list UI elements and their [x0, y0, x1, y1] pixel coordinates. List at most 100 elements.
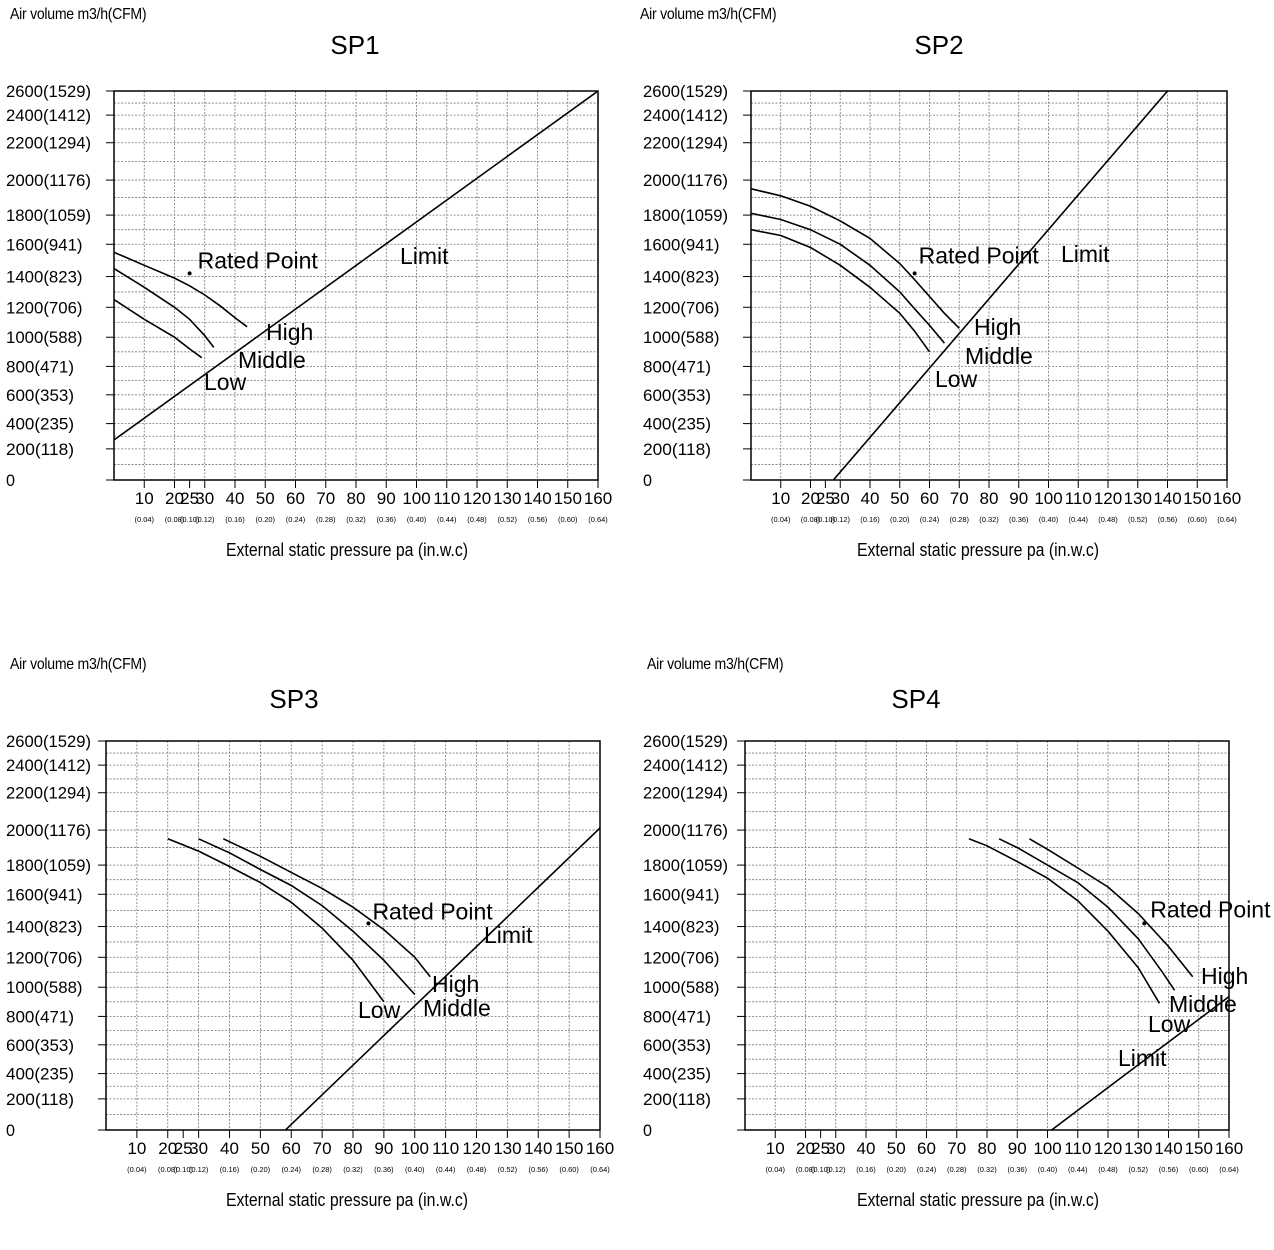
x-tick-label: 140 — [524, 1139, 552, 1158]
y-tick-label: 400(235) — [643, 1065, 711, 1084]
y-tick-label: 1000(588) — [643, 328, 720, 347]
x-tick-label: 100 — [1033, 1139, 1061, 1158]
y-tick-label: 1400(823) — [6, 918, 83, 937]
series-line-limit — [825, 91, 1167, 489]
x-tick-label: 30 — [195, 489, 214, 508]
x-tick-label: 110 — [1065, 489, 1092, 508]
y-tick-label: 1400(823) — [643, 918, 720, 937]
x-tick-label: 90 — [1009, 489, 1028, 508]
y-tick-label: 1000(588) — [6, 978, 83, 997]
y-tick-label: 2600(1529) — [643, 732, 728, 751]
y-tick-label: 2600(1529) — [643, 82, 728, 101]
x-tick-label-inwc: (0.36) — [374, 1165, 394, 1174]
y-tick-label: 1600(941) — [643, 885, 720, 904]
x-tick-label: 150 — [1183, 489, 1211, 508]
x-tick-label-inwc: (0.32) — [977, 1165, 997, 1174]
x-tick-label: 150 — [1185, 1139, 1213, 1158]
y-tick-label: 600(353) — [643, 386, 711, 405]
y-tick-label: 0 — [643, 1121, 652, 1140]
x-tick-label: 160 — [586, 1139, 614, 1158]
x-tick-label: 40 — [226, 489, 245, 508]
y-tick-label: 1600(941) — [6, 235, 83, 254]
y-tick-label: 2200(1294) — [643, 134, 728, 153]
y-tick-label: 800(471) — [643, 1007, 711, 1026]
x-tick-label-inwc: (0.52) — [1128, 1165, 1148, 1174]
x-tick-label-inwc: (0.16) — [856, 1165, 876, 1174]
x-tick-label: 140 — [523, 489, 551, 508]
x-tick-label: 30 — [189, 1139, 208, 1158]
x-tick-label-inwc: (0.40) — [1039, 515, 1059, 524]
x-tick-label-inwc: (0.28) — [312, 1165, 332, 1174]
rated-point-label: Rated Point — [372, 898, 493, 924]
x-tick-label-inwc: (0.12) — [830, 515, 850, 524]
y-tick-label: 2600(1529) — [6, 732, 91, 751]
x-tick-label-inwc: (0.04) — [127, 1165, 147, 1174]
annotation-middle: Middle — [423, 995, 491, 1021]
y-tick-label: 2400(1412) — [643, 106, 728, 125]
x-tick-label: 100 — [401, 1139, 429, 1158]
x-tick-label: 70 — [316, 489, 335, 508]
y-tick-label: 2400(1412) — [6, 106, 91, 125]
x-tick-label-inwc: (0.28) — [316, 515, 336, 524]
x-tick-label: 80 — [344, 1139, 363, 1158]
y-tick-label: 1800(1059) — [6, 856, 91, 875]
y-tick-label: 1800(1059) — [643, 856, 728, 875]
y-tick-label: 2400(1412) — [643, 756, 728, 775]
x-tick-label-inwc: (0.60) — [558, 515, 578, 524]
x-tick-label: 80 — [347, 489, 366, 508]
annotation-high: High — [974, 314, 1021, 340]
y-tick-label: 200(118) — [6, 1090, 74, 1109]
annotation-low: Low — [204, 369, 247, 395]
x-tick-label-inwc: (0.32) — [979, 515, 999, 524]
annotation-high: High — [432, 971, 479, 997]
chart-panel-sp2: Air volume m3/h(CFM) SP2 2600(1529)2400(… — [637, 0, 1274, 600]
series-line-middle — [751, 213, 944, 343]
series-line-middle — [114, 269, 214, 348]
x-tick-label-inwc: (0.24) — [920, 515, 940, 524]
y-tick-label: 800(471) — [643, 357, 711, 376]
y-tick-label: 1600(941) — [643, 235, 720, 254]
x-tick-label-inwc: (0.20) — [890, 515, 910, 524]
x-tick-label: 140 — [1154, 1139, 1182, 1158]
x-tick-label: 50 — [890, 489, 909, 508]
x-tick-label: 130 — [1124, 1139, 1152, 1158]
x-tick-label-inwc: (0.04) — [765, 1165, 785, 1174]
x-tick-label-inwc: (0.56) — [1158, 515, 1178, 524]
series-line-low — [114, 300, 202, 358]
x-tick-label-inwc: (0.28) — [949, 515, 969, 524]
series-line-low — [168, 839, 384, 1002]
x-tick-label: 60 — [920, 489, 939, 508]
y-tick-label: 0 — [6, 1121, 15, 1140]
x-tick-label-inwc: (0.48) — [467, 515, 487, 524]
annotation-limit: Limit — [400, 243, 449, 269]
x-tick-label-inwc: (0.40) — [405, 1165, 425, 1174]
x-tick-label-inwc: (0.16) — [860, 515, 880, 524]
x-tick-label: 80 — [980, 489, 999, 508]
annotation-limit: Limit — [1118, 1045, 1167, 1071]
x-tick-label: 160 — [584, 489, 612, 508]
x-tick-label-inwc: (0.64) — [1219, 1165, 1239, 1174]
annotation-high: High — [266, 319, 313, 345]
y-tick-label: 200(118) — [643, 1090, 711, 1109]
x-axis-title: External static pressure pa (in.w.c) — [226, 1190, 468, 1211]
x-tick-label: 70 — [950, 489, 969, 508]
y-tick-label: 1400(823) — [6, 268, 83, 287]
x-tick-label: 140 — [1153, 489, 1181, 508]
chart-svg: 2600(1529)2400(1412)2200(1294)2000(1176)… — [637, 0, 1274, 540]
x-tick-label: 110 — [1064, 1139, 1091, 1158]
y-tick-label: 1600(941) — [6, 885, 83, 904]
y-tick-label: 2000(1176) — [6, 821, 91, 840]
x-tick-label-inwc: (0.12) — [826, 1165, 846, 1174]
x-tick-label: 160 — [1213, 489, 1241, 508]
y-tick-label: 2200(1294) — [643, 784, 728, 803]
x-tick-label-inwc: (0.44) — [1068, 1165, 1088, 1174]
x-tick-label-inwc: (0.52) — [498, 1165, 518, 1174]
y-tick-label: 1200(706) — [643, 298, 720, 317]
x-tick-label-inwc: (0.04) — [134, 515, 154, 524]
y-tick-label: 600(353) — [643, 1036, 711, 1055]
y-tick-label: 0 — [6, 471, 15, 490]
x-tick-label-inwc: (0.60) — [1187, 515, 1207, 524]
x-tick-label: 10 — [771, 489, 790, 508]
x-tick-label: 150 — [555, 1139, 583, 1158]
x-tick-label-inwc: (0.40) — [407, 515, 427, 524]
